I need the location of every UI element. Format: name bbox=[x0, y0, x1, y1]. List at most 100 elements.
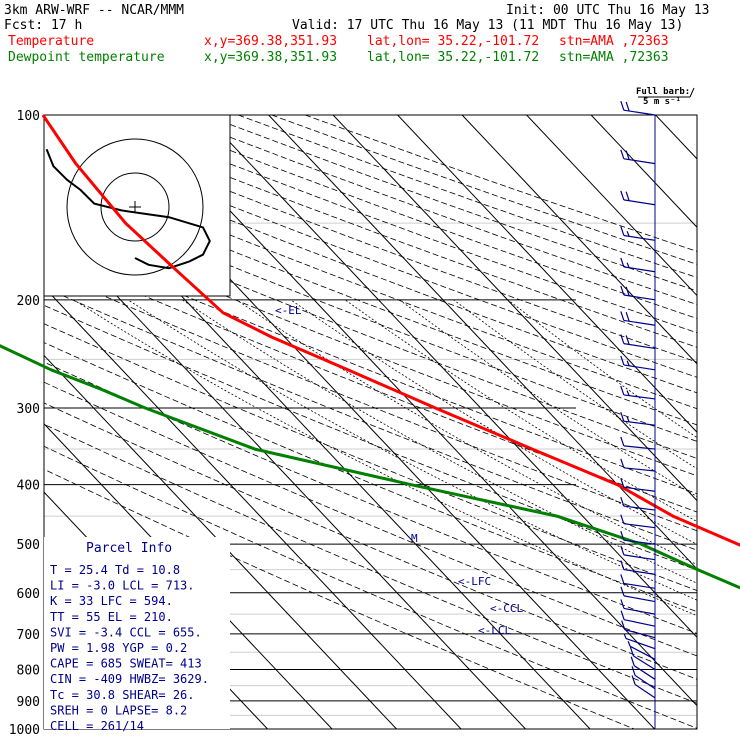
wind-barb-feather bbox=[620, 514, 625, 524]
parcel-info-row: CAPE = 685 SWEAT= 413 bbox=[50, 657, 202, 671]
wind-legend-flag-icon bbox=[689, 87, 695, 98]
dewpoint-xy: x,y=369.38,351.93 bbox=[204, 50, 337, 65]
dewpoint-latlon: lat,lon= 35.22,-101.72 bbox=[367, 50, 539, 65]
wind-barb bbox=[620, 334, 656, 350]
wind-barb-feather bbox=[620, 545, 625, 556]
wind-barb-staff bbox=[634, 674, 656, 690]
parcel-info-title: Parcel Info bbox=[86, 541, 172, 556]
wind-barb-staff bbox=[623, 523, 656, 529]
wind-barb-half-feather bbox=[626, 360, 630, 367]
parcel-info-rows: T = 25.4 Td = 10.8 LI = -3.0 LCL = 713.K … bbox=[50, 563, 209, 733]
wind-barb-feather bbox=[625, 150, 630, 160]
wind-barb-half-feather bbox=[626, 390, 630, 396]
wind-barb-staff bbox=[623, 505, 656, 511]
dry-adiabat-260 bbox=[44, 381, 697, 657]
dry-adiabat-420 bbox=[44, 116, 697, 363]
header: 3km ARW-WRF -- NCAR/MMM Init: 00 UTC Thu… bbox=[4, 3, 710, 65]
parcel-info-background bbox=[44, 537, 230, 729]
pressure-label-1000: 1000 bbox=[9, 723, 40, 738]
isotherm--100 bbox=[44, 423, 333, 729]
pressure-label-300: 300 bbox=[17, 402, 40, 417]
wind-barb-staff bbox=[623, 554, 656, 561]
hodograph-inset bbox=[43, 114, 231, 297]
wind-barb-feather bbox=[620, 574, 625, 584]
parcel-info-row: TT = 55 EL = 210. bbox=[50, 610, 173, 624]
wind-barb-staff bbox=[634, 683, 656, 699]
pressure-label-500: 500 bbox=[17, 538, 40, 553]
dry-adiabat-400 bbox=[44, 144, 697, 394]
wind-barb bbox=[621, 620, 656, 639]
wind-barb-feather bbox=[625, 191, 630, 201]
wind-barb bbox=[620, 190, 656, 206]
hodograph-frame bbox=[43, 114, 231, 297]
wind-barb-staff bbox=[624, 629, 656, 639]
wind-barb-feather bbox=[620, 285, 625, 296]
profile-lines bbox=[0, 114, 740, 590]
wind-barb-legend: Full barb: 5 m s⁻¹ bbox=[636, 87, 695, 107]
dry-adiabat-390 bbox=[44, 159, 697, 410]
wind-barb-feather bbox=[620, 226, 625, 236]
parcel-info-row: SVI = -3.4 CCL = 655. bbox=[50, 625, 202, 639]
dry-adiabat-230 bbox=[44, 445, 697, 729]
isotherm--20 bbox=[268, 115, 697, 570]
wind-barb-feather bbox=[625, 312, 630, 322]
wind-barb-half-feather bbox=[626, 416, 630, 423]
dry-adiabat-240 bbox=[44, 423, 697, 704]
wind-barb-half-feather bbox=[626, 262, 630, 268]
pressure-label-400: 400 bbox=[17, 479, 40, 494]
parcel-info-row: CELL = 261/14 bbox=[50, 719, 144, 733]
isotherm--30 bbox=[203, 115, 697, 639]
lcl-marker: <-LCL bbox=[478, 624, 511, 637]
wind-barb-feather bbox=[621, 620, 626, 630]
wind-barb-half-feather bbox=[627, 641, 631, 647]
wind-barb bbox=[620, 436, 656, 450]
wind-barb-feather bbox=[625, 335, 630, 345]
wind-barb-feather bbox=[620, 190, 625, 201]
parcel-info-panel: Parcel Info T = 25.4 Td = 10.8 LI = -3.0 … bbox=[44, 537, 230, 733]
wind-barb bbox=[620, 599, 656, 615]
wind-barb bbox=[620, 560, 656, 575]
wind-barb-feather bbox=[620, 355, 625, 366]
model-title: 3km ARW-WRF -- NCAR/MMM bbox=[4, 3, 184, 18]
isotherm-30 bbox=[590, 115, 697, 228]
wind-barb-feather bbox=[629, 646, 634, 657]
wind-barb-staff bbox=[624, 619, 656, 627]
wind-barb bbox=[627, 641, 656, 660]
wind-barb bbox=[623, 633, 656, 650]
plot-frame bbox=[43, 114, 698, 730]
wind-barb bbox=[620, 478, 656, 492]
wind-barb-feather bbox=[620, 610, 625, 620]
wind-barb-staff bbox=[623, 445, 656, 450]
pressure-label-700: 700 bbox=[17, 628, 40, 643]
wind-barb-feather bbox=[620, 257, 625, 268]
wind-barb-half-feather bbox=[623, 633, 627, 639]
temperature-legend-label: Temperature bbox=[8, 34, 94, 49]
wind-barb-staff bbox=[623, 568, 656, 575]
ccl-marker: <-CCL bbox=[490, 602, 523, 615]
parcel-info-row: Tc = 30.8 SHEAR= 26. bbox=[50, 688, 195, 702]
wind-barb-half-feather bbox=[626, 231, 630, 237]
wind-barb-feather bbox=[620, 496, 625, 507]
wind-barb bbox=[620, 149, 656, 165]
dry-adiabat-410 bbox=[44, 130, 697, 378]
wind-barb-feather bbox=[631, 675, 636, 685]
parcel-info-row: PW = 1.98 YGP = 0.2 bbox=[50, 641, 187, 655]
wind-barb-feather bbox=[620, 478, 625, 488]
isotherm--10 bbox=[332, 115, 697, 502]
temperature-profile-line bbox=[41, 114, 740, 547]
moist-adiabat-28 bbox=[453, 299, 697, 470]
pressure-label-800: 800 bbox=[17, 663, 40, 678]
wind-barb-feather bbox=[620, 100, 625, 111]
parcel-info-row: SREH = 0 LAPSE= 8.2 bbox=[50, 703, 187, 717]
pressure-label-900: 900 bbox=[17, 695, 40, 710]
moist-adiabat-8 bbox=[181, 299, 697, 584]
el-marker: <-EL bbox=[275, 304, 302, 317]
wind-barb-feather bbox=[620, 149, 625, 159]
wind-barb-feather bbox=[620, 458, 625, 469]
wind-barb-feather bbox=[620, 599, 625, 609]
wind-barb-staff bbox=[623, 595, 656, 603]
wind-barb-feather bbox=[620, 385, 625, 396]
moist-adiabat-24 bbox=[399, 299, 697, 498]
dry-adiabat-270 bbox=[44, 361, 697, 634]
moist-adiabat-12 bbox=[236, 299, 697, 566]
